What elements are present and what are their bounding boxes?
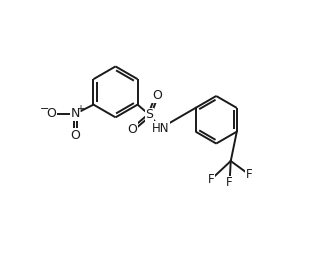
Text: F: F <box>226 176 233 189</box>
Text: −: − <box>40 104 49 114</box>
Text: O: O <box>152 89 162 102</box>
Text: F: F <box>208 173 215 186</box>
Text: O: O <box>70 129 80 142</box>
Text: F: F <box>246 168 252 181</box>
Text: N: N <box>71 107 80 120</box>
Text: S: S <box>146 108 153 121</box>
Text: O: O <box>128 123 137 136</box>
Text: O: O <box>46 107 56 120</box>
Text: +: + <box>76 104 84 114</box>
Text: HN: HN <box>152 122 169 135</box>
